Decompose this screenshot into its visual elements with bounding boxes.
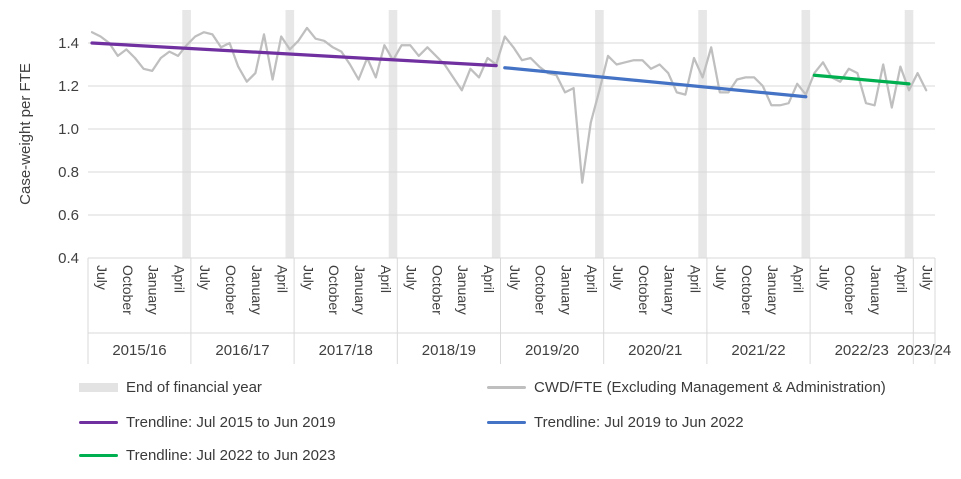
year-group-label: 2020/21 bbox=[628, 342, 682, 359]
end-of-year-band bbox=[182, 10, 191, 258]
case-weight-chart: 1.4 1.2 1.0 0.8 0.6 0.4 Case-weight per FTE Jul… bbox=[17, 10, 951, 364]
y-tick-labels: 1.4 1.2 1.0 0.8 0.6 0.4 bbox=[58, 35, 79, 267]
month-tick-label: January bbox=[249, 265, 265, 315]
year-group-label: 2019/20 bbox=[525, 342, 579, 359]
year-group-label: 2021/22 bbox=[731, 342, 785, 359]
month-tick-label: April bbox=[687, 265, 703, 293]
end-of-year-band bbox=[595, 10, 604, 258]
month-tick-label: July bbox=[713, 265, 729, 290]
legend-label: Trendline: Jul 2019 to Jun 2022 bbox=[534, 414, 744, 431]
legend-label: Trendline: Jul 2022 to Jun 2023 bbox=[126, 447, 336, 464]
month-tick-label: July bbox=[94, 265, 110, 290]
month-tick-label: April bbox=[584, 265, 600, 293]
legend-item-cwd-fte: CWD/FTE (Excluding Management & Administ… bbox=[487, 379, 886, 396]
month-tick-label: July bbox=[610, 265, 626, 290]
year-group-label: 2016/17 bbox=[215, 342, 269, 359]
month-tick-label: July bbox=[920, 265, 936, 290]
x-axis-frame bbox=[87, 258, 936, 364]
end-of-year-band bbox=[285, 10, 295, 258]
month-tick-label: October bbox=[842, 265, 858, 315]
year-group-label: 2015/16 bbox=[112, 342, 166, 359]
month-tick-label: April bbox=[171, 265, 187, 293]
month-tick-label: January bbox=[765, 265, 781, 315]
end-of-year-band bbox=[801, 10, 811, 258]
y-tick-label: 0.4 bbox=[58, 250, 79, 267]
year-group-label: 2017/18 bbox=[319, 342, 373, 359]
cwd-fte-line-swatch bbox=[487, 386, 526, 389]
cwd-fte-series-line bbox=[90, 26, 928, 184]
year-group-label: 2018/19 bbox=[422, 342, 476, 359]
legend-item-trendline-2022-2023: Trendline: Jul 2022 to Jun 2023 bbox=[79, 447, 336, 464]
end-of-year-band bbox=[491, 10, 501, 258]
month-tick-label: January bbox=[146, 265, 162, 315]
y-axis-title: Case-weight per FTE bbox=[17, 63, 34, 205]
month-tick-label: April bbox=[791, 265, 807, 293]
month-tick-label: January bbox=[455, 265, 471, 315]
y-tick-label: 1.2 bbox=[58, 78, 79, 95]
end-of-year-band bbox=[388, 10, 398, 258]
trendline-2022-2023-swatch bbox=[79, 454, 118, 457]
month-tick-label: October bbox=[120, 265, 136, 315]
trendline bbox=[90, 41, 498, 68]
legend-label: End of financial year bbox=[126, 379, 262, 396]
month-tick-label: October bbox=[326, 265, 342, 315]
month-tick-label: July bbox=[507, 265, 523, 290]
month-tick-label: July bbox=[197, 265, 213, 290]
y-tick-label: 0.6 bbox=[58, 207, 79, 224]
month-tick-label: July bbox=[816, 265, 832, 290]
year-labels: 2015/16 2016/17 2017/18 2018/19 2019/20 2020/… bbox=[112, 342, 951, 359]
gridlines bbox=[88, 42, 935, 259]
year-group-label: 2023/24 bbox=[897, 342, 951, 359]
end-of-year-bands bbox=[182, 10, 914, 258]
legend-item-trendline-2019-2022: Trendline: Jul 2019 to Jun 2022 bbox=[487, 414, 744, 431]
month-tick-label: January bbox=[558, 265, 574, 315]
month-tick-label: April bbox=[275, 265, 291, 293]
y-tick-label: 0.8 bbox=[58, 164, 79, 181]
month-tick-label: October bbox=[739, 265, 755, 315]
year-group-label: 2022/23 bbox=[835, 342, 889, 359]
legend-item-trendline-2015-2019: Trendline: Jul 2015 to Jun 2019 bbox=[79, 414, 336, 431]
month-tick-label: July bbox=[404, 265, 420, 290]
month-tick-label: July bbox=[300, 265, 316, 290]
month-tick-label: October bbox=[533, 265, 549, 315]
month-tick-label: April bbox=[894, 265, 910, 293]
end-of-year-band bbox=[904, 10, 914, 258]
y-tick-label: 1.0 bbox=[58, 121, 79, 138]
month-tick-label: October bbox=[636, 265, 652, 315]
trendline-2015-2019-swatch bbox=[79, 421, 118, 424]
month-tick-label: April bbox=[378, 265, 394, 293]
legend-label: CWD/FTE (Excluding Management & Administ… bbox=[534, 379, 886, 396]
month-labels: July October January April July October Januar… bbox=[94, 265, 936, 315]
month-tick-label: October bbox=[429, 265, 445, 315]
trendline-2019-2022-swatch bbox=[487, 421, 526, 424]
trendline bbox=[812, 73, 911, 86]
month-tick-label: January bbox=[662, 265, 678, 315]
legend-label: Trendline: Jul 2015 to Jun 2019 bbox=[126, 414, 336, 431]
month-tick-label: January bbox=[868, 265, 884, 315]
month-tick-label: October bbox=[223, 265, 239, 315]
chart-plot-area: 1.4 1.2 1.0 0.8 0.6 0.4 Case-weight per FTE Jul… bbox=[17, 10, 951, 364]
legend-item-end-of-financial-year: End of financial year bbox=[79, 379, 262, 396]
end-of-year-band bbox=[698, 10, 707, 258]
trendline bbox=[503, 66, 808, 99]
month-tick-label: April bbox=[481, 265, 497, 293]
end-of-year-band-swatch bbox=[79, 383, 118, 392]
month-tick-label: January bbox=[352, 265, 368, 315]
y-tick-label: 1.4 bbox=[58, 35, 79, 52]
